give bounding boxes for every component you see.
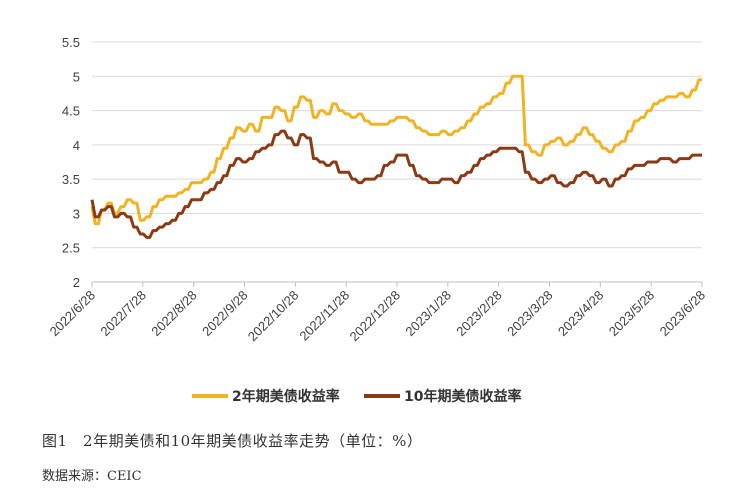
x-tick-label: 2023/4/28	[555, 288, 607, 340]
series-line-2y	[90, 74, 702, 226]
x-tick-label: 2022/12/28	[346, 288, 403, 345]
y-tick-label: 4	[73, 138, 80, 153]
x-tick-label: 2022/11/28	[296, 288, 352, 344]
x-tick-label: 2023/6/28	[657, 288, 709, 340]
gridlines	[92, 41, 702, 283]
series-lines	[90, 74, 702, 239]
x-tick-label: 2022/8/28	[148, 288, 200, 340]
line-chart: 5.554.543.532.52 2022/6/28 2022/7/28 2022/…	[47, 35, 709, 405]
legend: 2年期美债收益率 10年期美债收益率	[192, 388, 521, 405]
y-tick-label: 2.5	[62, 241, 80, 256]
x-tick-label: 2022/7/28	[97, 288, 149, 340]
y-tick-label: 3	[73, 206, 80, 221]
x-tick-label: 2022/6/28	[47, 288, 99, 340]
legend-label: 10年期美债收益率	[404, 388, 521, 405]
x-tick-label: 2023/2/28	[453, 288, 505, 340]
x-tick-label: 2022/10/28	[245, 288, 302, 345]
legend-label: 2年期美债收益率	[232, 388, 340, 405]
y-tick-label: 5.5	[62, 35, 80, 50]
x-axis-ticks: 2022/6/28 2022/7/28 2022/8/28 2022/9/282022…	[47, 282, 709, 345]
data-source: 数据来源：CEIC	[42, 469, 142, 484]
y-axis-ticks: 5.5 5 4.5 4 3.5 3 2.5 2	[62, 35, 80, 290]
y-tick-label: 3.5	[62, 172, 80, 187]
y-tick-label: 5	[73, 69, 80, 84]
series-line-10y	[90, 129, 702, 239]
x-tick-label: 2023/3/28	[504, 288, 556, 340]
figure-caption: 图1 2年期美债和10年期美债收益率走势（单位：%）	[42, 432, 423, 450]
y-tick-label: 2	[73, 275, 80, 290]
x-tick-label: 2022/9/28	[199, 288, 251, 340]
y-tick-label: 4.5	[62, 104, 80, 119]
x-tick-label: 2023/5/28	[606, 288, 658, 340]
x-tick-label: 2023/1/28	[402, 288, 454, 340]
